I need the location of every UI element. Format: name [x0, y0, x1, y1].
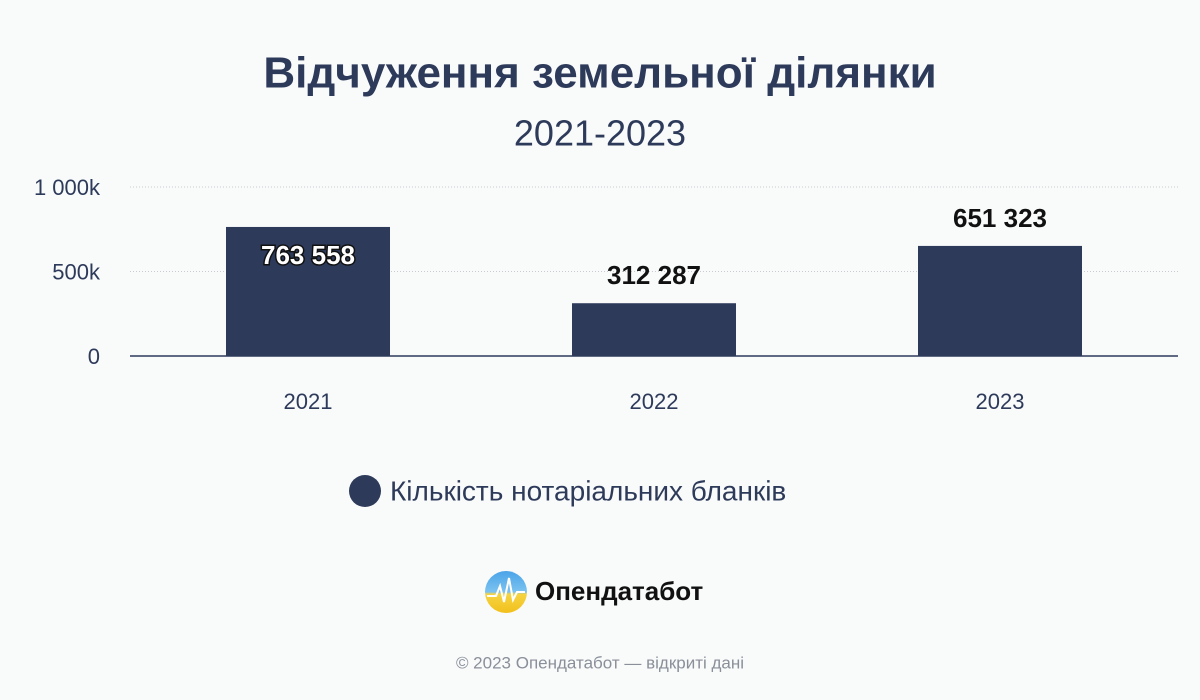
x-tick-label: 2021 — [284, 389, 333, 414]
legend-label: Кількість нотаріальних бланків — [390, 475, 786, 506]
legend-marker — [349, 475, 381, 507]
bar — [918, 245, 1082, 356]
bar — [226, 226, 390, 356]
bar — [572, 303, 736, 356]
logo-wave — [487, 577, 525, 604]
y-tick-label: 1 000k — [34, 175, 101, 200]
brand-name: Опендатабот — [535, 576, 704, 606]
value-label: 312 287 — [607, 260, 701, 290]
x-tick-label: 2022 — [630, 389, 679, 414]
footer: © 2023 Опендатабот — відкриті дані — [456, 653, 744, 672]
y-tick-label: 500k — [52, 259, 101, 284]
value-label: 763 558 — [261, 240, 355, 270]
value-label: 651 323 — [953, 203, 1047, 233]
chart-title: Відчуження земельної ділянки — [263, 49, 936, 98]
chart-subtitle: 2021-2023 — [514, 113, 686, 154]
x-tick-label: 2023 — [976, 389, 1025, 414]
y-tick-label: 0 — [88, 344, 100, 369]
